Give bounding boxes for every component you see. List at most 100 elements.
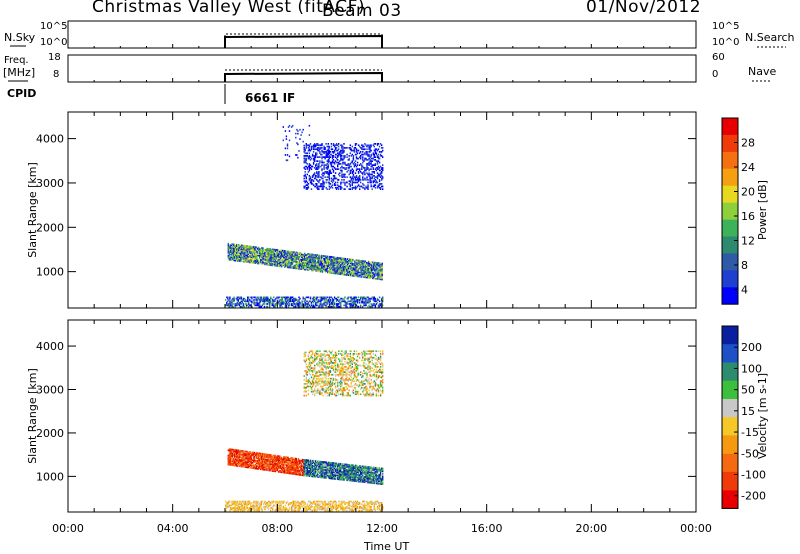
range-cell (361, 153, 363, 156)
range-cell (241, 299, 244, 301)
range-cell (319, 507, 321, 509)
range-cell (308, 463, 311, 466)
range-cell (237, 253, 239, 255)
range-cell (253, 505, 255, 508)
range-cell (355, 270, 357, 272)
range-cell (289, 264, 291, 266)
range-cell (229, 458, 232, 461)
range-cell (227, 503, 229, 505)
range-cell (241, 248, 243, 251)
range-cell (312, 469, 315, 471)
range-cell (305, 180, 307, 182)
range-cell (319, 258, 322, 261)
range-cell (273, 462, 276, 465)
range-cell (247, 245, 249, 248)
range-cell (306, 300, 308, 303)
range-cell (373, 266, 375, 269)
range-cell (310, 462, 313, 465)
range-cell (279, 504, 281, 507)
range-cell (269, 262, 271, 265)
range-cell (344, 258, 347, 260)
range-cell (237, 245, 239, 248)
range-cell (298, 264, 301, 266)
range-cell (229, 247, 232, 249)
range-cell (332, 143, 335, 145)
range-cell (256, 257, 259, 259)
range-cell (304, 464, 306, 466)
range-cell (373, 180, 375, 182)
range-cell (244, 508, 247, 511)
range-cell (279, 257, 282, 260)
range-cell (333, 305, 336, 308)
range-cell (369, 156, 371, 158)
range-cell (264, 300, 267, 303)
range-cell (301, 257, 304, 260)
range-cell (230, 252, 233, 255)
range-cell (352, 272, 354, 274)
colorbar-segment (722, 134, 738, 153)
range-cell (267, 258, 269, 261)
range-cell (353, 263, 355, 265)
range-cell (296, 301, 298, 304)
range-cell (322, 296, 324, 299)
range-cell (260, 253, 262, 256)
range-cell (259, 460, 261, 463)
range-cell (308, 157, 311, 160)
range-cell (364, 157, 366, 160)
range-cell (342, 300, 344, 303)
range-cell (261, 304, 263, 307)
range-cell (231, 251, 234, 253)
range-cell (240, 245, 242, 248)
range-cell (263, 300, 266, 303)
range-cell (292, 256, 294, 259)
range-cell (237, 248, 239, 250)
range-cell (241, 463, 243, 465)
range-cell (281, 257, 283, 260)
range-cell (264, 297, 267, 300)
range-cell (368, 502, 370, 504)
range-cell (309, 180, 312, 182)
range-cell (335, 188, 338, 190)
range-cell (375, 269, 377, 272)
range-cell (312, 269, 314, 272)
range-cell (370, 165, 372, 168)
range-cell (351, 183, 353, 185)
range-cell (243, 509, 246, 512)
range-cell (307, 144, 310, 147)
range-cell (239, 508, 242, 511)
range-cell (288, 463, 290, 465)
range-cell (335, 186, 338, 189)
range-cell (352, 155, 355, 157)
range-cell (327, 305, 329, 308)
range-cell (313, 268, 315, 271)
range-cell (314, 475, 316, 478)
range-cell (370, 503, 372, 505)
range-cell (372, 265, 374, 268)
range-cell (244, 502, 247, 504)
range-cell (331, 148, 334, 151)
range-cell (292, 458, 294, 461)
range-cell (264, 469, 266, 471)
range-cell (303, 155, 305, 158)
range-cell (266, 259, 268, 262)
range-cell (360, 273, 362, 275)
range-cell (370, 149, 372, 152)
range-cell (338, 148, 340, 151)
range-cell (228, 254, 231, 257)
range-cell (365, 300, 367, 303)
range-cell (270, 467, 272, 469)
range-cell (304, 185, 306, 188)
range-cell (323, 255, 326, 257)
range-cell (337, 304, 339, 307)
range-cell (275, 500, 277, 503)
range-cell (282, 465, 284, 467)
range-cell (366, 272, 369, 275)
range-cell (376, 177, 379, 180)
range-cell (228, 248, 231, 250)
colorbar-segment (722, 185, 738, 203)
range-cell (342, 264, 345, 266)
range-cell (371, 305, 373, 308)
range-cell (340, 260, 343, 262)
range-cell (338, 262, 340, 265)
range-cell (241, 508, 244, 511)
